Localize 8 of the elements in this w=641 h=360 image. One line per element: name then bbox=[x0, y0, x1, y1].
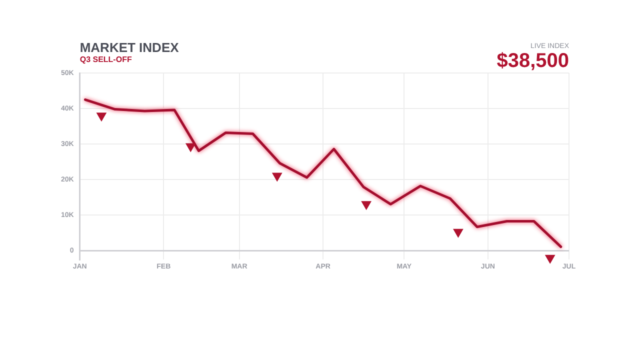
text: $38,500 bbox=[496, 50, 569, 72]
point bbox=[96, 112, 106, 122]
point bbox=[453, 228, 464, 238]
point bbox=[186, 143, 196, 152]
point bbox=[545, 254, 555, 264]
chart-subtitle: Q3 SELL-OFF bbox=[80, 55, 132, 64]
point bbox=[361, 201, 372, 210]
chart-title: MARKET INDEX bbox=[80, 40, 180, 55]
